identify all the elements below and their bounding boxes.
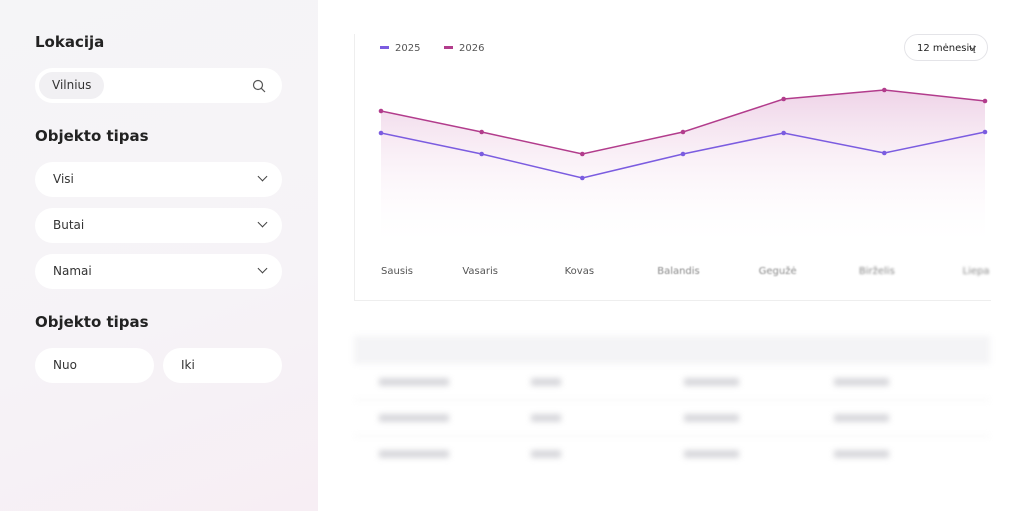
area (381, 90, 985, 250)
location-label: Lokacija (35, 33, 105, 51)
point (982, 129, 988, 135)
period-text: 12 mėnesių (917, 43, 976, 54)
option: Namai (53, 264, 92, 278)
x-tick-label: Vasaris (462, 266, 498, 277)
point (580, 151, 585, 157)
point (479, 129, 484, 135)
x-tick-label: Sausis (381, 266, 413, 277)
point (378, 130, 384, 136)
legend-swatch (380, 46, 389, 49)
point (378, 108, 384, 114)
legend-label: 2025 (395, 43, 420, 54)
location-chip[interactable]: Vilnius (39, 72, 105, 99)
point (580, 175, 585, 181)
point (781, 96, 786, 102)
x-tick-label: Kovas (565, 266, 594, 277)
option: Butai (53, 218, 85, 232)
search-icon[interactable] (252, 79, 266, 93)
type-label: Objekto tipas (35, 127, 149, 145)
period-select[interactable]: 12 mėnesių (904, 34, 988, 61)
type-select[interactable]: Namai (35, 254, 282, 289)
range-from[interactable]: Nuo (35, 348, 154, 383)
point (680, 151, 686, 157)
point (781, 130, 786, 136)
type-select[interactable]: Visi (35, 162, 282, 197)
legend-label: 2026 (459, 43, 484, 54)
type-select[interactable]: Butai (35, 208, 282, 243)
x-tick-label: Gegužė (759, 265, 797, 277)
x-tick-label: Balandis (657, 266, 700, 277)
point (680, 129, 686, 135)
sidebar: Lokacija Vilnius Objekto tipas Visi Buta… (0, 0, 318, 511)
option: Visi (53, 172, 74, 186)
chart-panel (354, 34, 991, 301)
blurred-table (354, 336, 990, 476)
point (982, 98, 988, 104)
x-tick-label: Liepa (963, 266, 990, 277)
location-input[interactable]: Vilnius (35, 68, 282, 103)
legend-swatch (444, 46, 453, 49)
point (882, 87, 887, 93)
point (882, 150, 887, 156)
range-to[interactable]: Iki (163, 348, 282, 383)
point (479, 151, 484, 157)
x-tick-label: Birželis (859, 265, 895, 277)
range-label: Objekto tipas (35, 313, 149, 331)
chart: 2025 2026 Sausis Vasaris Kovas Balandis Gegužė… (378, 43, 990, 277)
